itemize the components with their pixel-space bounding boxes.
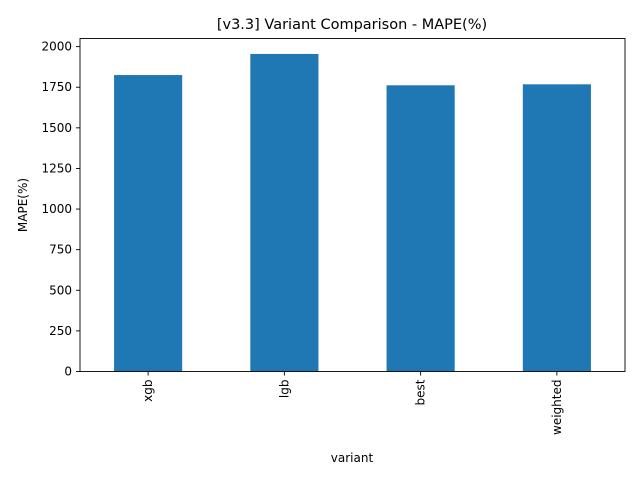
y-tick-label: 500 <box>49 283 72 297</box>
y-tick-label: 0 <box>64 365 72 379</box>
bar-xgb <box>114 75 183 372</box>
bars-group <box>114 53 591 372</box>
x-tick-label: best <box>414 379 428 405</box>
y-tick-label: 1500 <box>41 121 72 135</box>
bar-best <box>386 85 455 372</box>
y-axis-ticks: 0 250 500 750 1000 1250 1500 1750 2000 <box>41 40 80 379</box>
plot-frame <box>79 38 626 372</box>
y-tick-label: 750 <box>49 243 72 257</box>
bar-weighted <box>522 84 591 372</box>
y-tick-label: 1750 <box>41 80 72 94</box>
x-tick-label: xgb <box>141 380 155 402</box>
x-tick-label: lgb <box>277 380 291 399</box>
chart-title: [v3.3] Variant Comparison - MAPE(%) <box>217 17 487 33</box>
x-tick-label: weighted <box>550 380 564 435</box>
y-tick-label: 2000 <box>41 40 72 54</box>
x-axis-label: variant <box>331 451 374 465</box>
y-tick-label: 1250 <box>41 161 72 175</box>
y-axis-label: MAPE(%) <box>16 178 30 232</box>
bar-lgb <box>250 53 319 372</box>
y-tick-label: 250 <box>49 324 72 338</box>
y-tick-label: 1000 <box>41 202 72 216</box>
x-axis-ticks: xgb lgb best weighted <box>141 371 564 435</box>
